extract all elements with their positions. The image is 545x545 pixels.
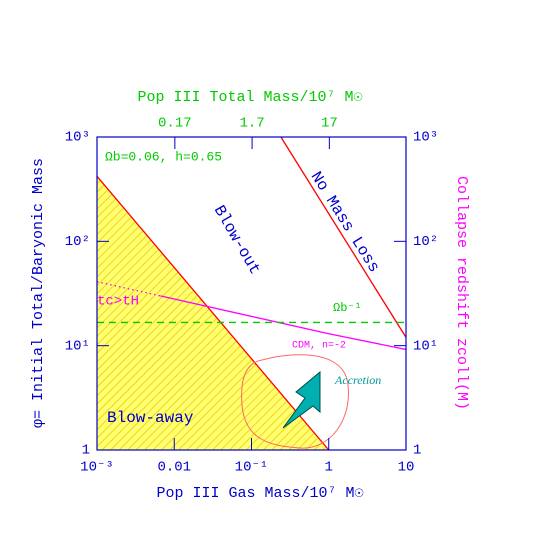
x2-tick-label: 17 — [321, 116, 338, 132]
line — [96, 175, 330, 451]
y2-tick-label: 10¹ — [413, 338, 438, 354]
cooling-label: tc>tH — [97, 294, 139, 310]
x-tick-label: 10 — [398, 460, 415, 476]
blow-out-label: Blow-out — [210, 202, 264, 278]
x-tick-label: 10⁻³ — [80, 460, 114, 476]
y-tick-label: 10² — [65, 234, 90, 250]
cdm-label: CDM, n=-2 — [292, 341, 346, 352]
y-tick-label: 1 — [82, 443, 90, 459]
no-mass-loss-label: No Mass Loss — [307, 168, 383, 275]
line — [96, 281, 161, 297]
y-tick-label: 10¹ — [65, 338, 90, 354]
x2-tick-label: 1.7 — [239, 116, 264, 132]
accretion-arrow — [282, 370, 321, 429]
y-tick-label: 10³ — [65, 130, 90, 146]
x-axis-label: Pop III Gas Mass/10⁷ M☉ — [156, 485, 363, 502]
line — [280, 136, 407, 338]
blow-away-label: Blow-away — [107, 409, 194, 427]
plot-area — [96, 136, 407, 451]
accretion-region — [241, 354, 349, 449]
omega-label: Ωb⁻¹ — [333, 301, 362, 315]
accretion-label: Accretion — [334, 373, 381, 387]
x-tick-label: 10⁻¹ — [235, 460, 269, 476]
x-tick-label: 1 — [325, 460, 333, 476]
y-axis-label: φ= Initial Total/Baryonic Mass — [30, 158, 47, 428]
x2-axis-label: Pop III Total Mass/10⁷ M☉ — [137, 89, 362, 106]
y2-tick-label: 10³ — [413, 130, 438, 146]
y2-tick-label: 10² — [413, 234, 438, 250]
params-label: Ωb=0.06, h=0.65 — [105, 149, 222, 164]
line — [160, 295, 407, 351]
y2-tick-label: 1 — [413, 443, 421, 459]
x2-tick-label: 0.17 — [158, 116, 192, 132]
x-tick-label: 0.01 — [157, 460, 191, 476]
y2-axis-label: Collapse redshift zcoll(M) — [453, 176, 470, 410]
